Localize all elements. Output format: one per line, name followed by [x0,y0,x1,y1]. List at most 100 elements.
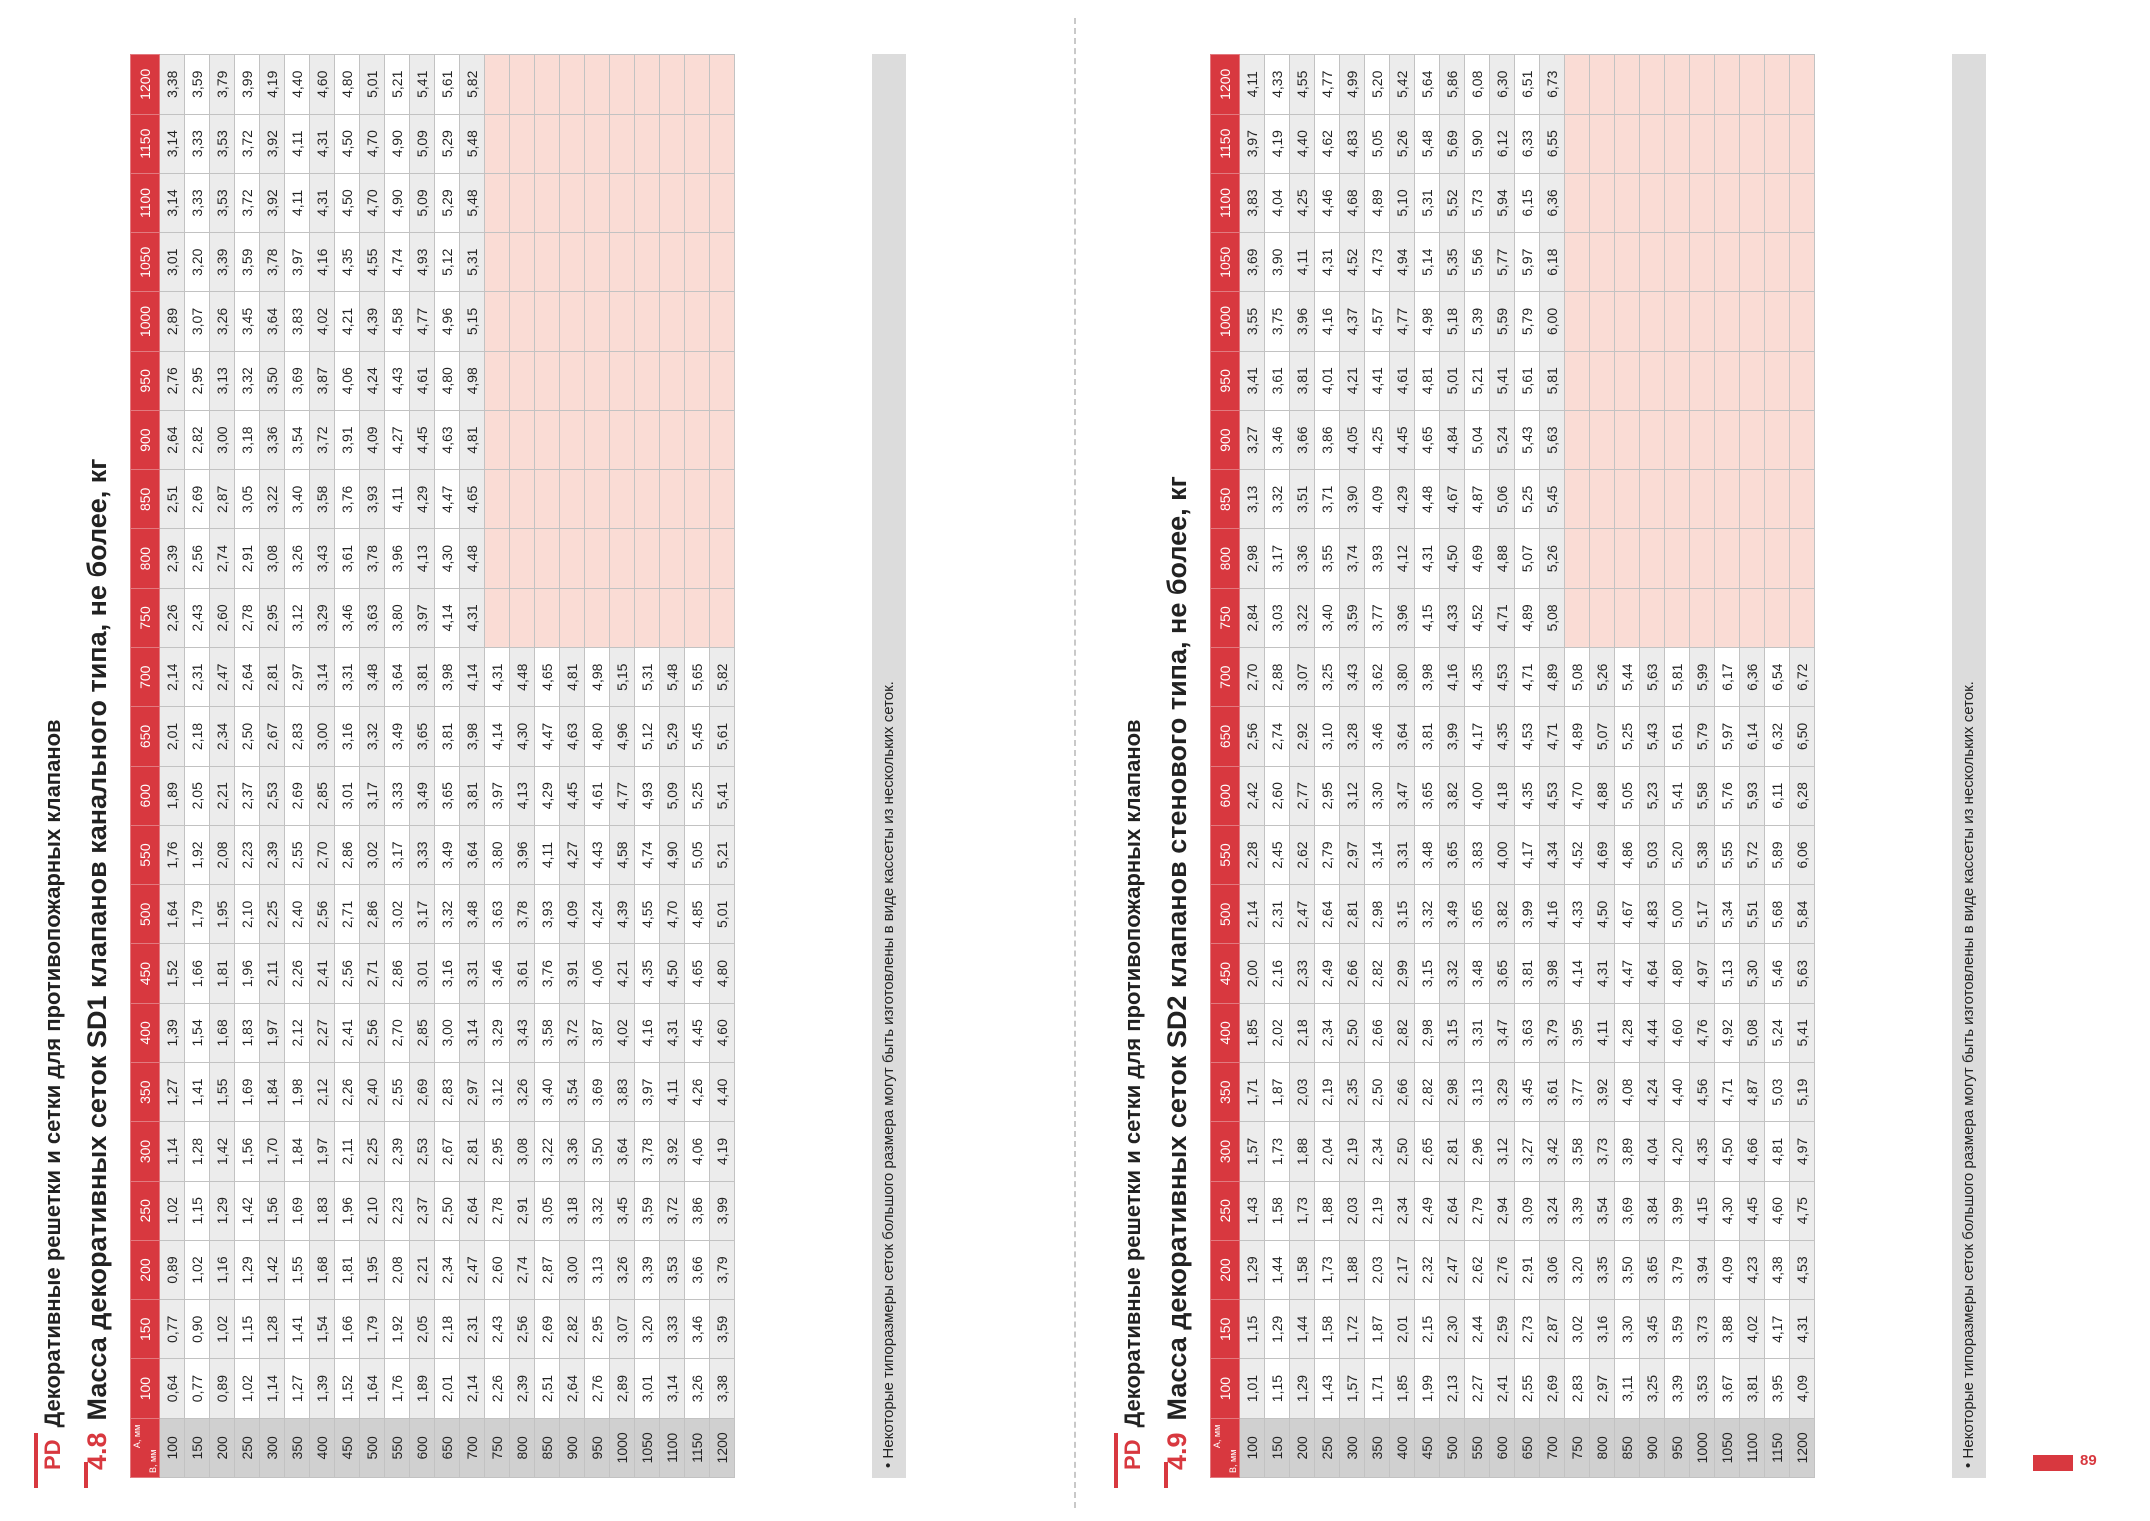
mass-cell: 2,01 [434,1358,460,1419]
mass-cell: 4,40 [709,1062,735,1122]
mass-cell [534,410,560,470]
mass-cell [559,114,585,174]
mass-cell: 4,24 [1639,1062,1665,1122]
mass-cell: 3,14 [1364,825,1390,885]
mass-cell: 0,89 [159,1240,185,1300]
mass-cell [1739,173,1765,233]
mass-cell: 2,08 [384,1240,410,1300]
mass-cell: 4,77 [409,291,435,352]
mass-cell: 3,39 [209,232,235,292]
mass-cell: 4,40 [284,54,310,115]
corner-header: A, мм B, мм [130,1418,160,1478]
mass-cell: 2,39 [384,1121,410,1182]
mass-cell: 3,59 [709,1299,735,1359]
mass-cell: 1,99 [1414,1358,1440,1419]
mass-cell: 4,29 [534,766,560,826]
mass-cell: 4,16 [1539,884,1565,944]
mass-cell [684,588,710,648]
mass-cell: 2,85 [409,1003,435,1063]
mass-cell: 4,81 [459,410,485,470]
mass-cell [709,351,735,411]
mass-cell: 2,08 [209,825,235,885]
mass-cell: 5,12 [634,706,660,767]
mass-cell: 3,29 [309,588,335,648]
mass-cell: 4,87 [1739,1062,1765,1122]
mass-cell: 4,14 [459,647,485,707]
mass-cell [1589,588,1615,648]
mass-cell: 4,17 [1764,1299,1790,1359]
mass-cell [1564,173,1590,233]
mass-cell [509,469,535,529]
mass-cell: 3,65 [409,706,435,767]
mass-cell [509,588,535,648]
mass-cell [1589,173,1615,233]
mass-cell [1764,114,1790,174]
mass-cell: 5,20 [1664,825,1690,885]
mass-cell [1614,173,1640,233]
mass-cell: 3,54 [559,1062,585,1122]
mass-cell: 4,26 [684,1062,710,1122]
mass-cell: 1,15 [1239,1299,1265,1359]
mass-cell: 2,47 [1289,884,1315,944]
mass-cell [559,351,585,411]
mass-cell: 5,10 [1389,173,1415,233]
mass-cell: 6,00 [1539,291,1565,352]
mass-cell: 3,27 [1239,410,1265,470]
mass-cell [509,54,535,115]
mass-cell: 1,44 [1264,1240,1290,1300]
mass-cell: 3,83 [609,1062,635,1122]
mass-cell: 3,14 [459,1003,485,1063]
mass-cell: 3,77 [1364,588,1390,648]
mass-cell [634,54,660,115]
mass-cell: 2,60 [209,588,235,648]
mass-cell: 1,41 [284,1299,310,1359]
mass-cell: 3,17 [409,884,435,944]
mass-cell: 3,15 [1389,884,1415,944]
mass-cell [584,232,610,292]
mass-cell: 2,86 [384,943,410,1004]
mass-cell: 2,34 [1364,1121,1390,1182]
mass-cell: 2,69 [284,766,310,826]
mass-cell: 4,50 [1589,884,1615,944]
column-header-a: 1050 [1210,232,1240,292]
mass-cell: 3,40 [284,469,310,529]
mass-cell: 3,80 [484,825,510,885]
mass-cell: 5,30 [1739,943,1765,1004]
mass-cell: 1,54 [184,1003,210,1063]
mass-cell [534,173,560,233]
row-header-b: 1050 [1714,1418,1740,1478]
mass-cell: 5,41 [409,54,435,115]
mass-cell: 1,15 [1264,1358,1290,1419]
column-header-a: 700 [130,647,160,707]
mass-cell: 5,13 [1714,943,1740,1004]
column-header-a: 800 [1210,529,1240,589]
mass-cell [634,232,660,292]
mass-cell: 3,97 [634,1062,660,1122]
mass-cell: 4,29 [409,469,435,529]
row-header-b: 850 [534,1418,560,1478]
mass-cell [484,54,510,115]
row-header-b: 650 [434,1418,460,1478]
mass-cell [584,291,610,352]
mass-cell: 3,90 [1264,232,1290,292]
mass-cell: 4,45 [1389,410,1415,470]
column-header-a: 600 [1210,766,1240,826]
mass-cell: 4,77 [609,766,635,826]
mass-cell: 4,06 [684,1121,710,1182]
mass-cell [1589,114,1615,174]
mass-cell: 3,06 [1539,1240,1565,1300]
mass-cell [1639,588,1665,648]
mass-cell [659,529,685,589]
mass-cell: 3,32 [434,884,460,944]
mass-cell: 5,29 [434,114,460,174]
mass-cell: 3,41 [1239,351,1265,411]
mass-cell: 2,12 [309,1062,335,1122]
mass-cell: 3,87 [309,351,335,411]
mass-cell: 4,24 [584,884,610,944]
mass-cell: 4,45 [684,1003,710,1063]
mass-cell: 5,04 [1464,410,1490,470]
mass-cell: 4,98 [459,351,485,411]
mass-cell: 5,00 [1664,884,1690,944]
mass-cell [659,351,685,411]
table-row: 350 1,27 1,41 1,55 1,69 1,84 1,98 2,12 2,26 2,40 2… [284,54,310,1478]
